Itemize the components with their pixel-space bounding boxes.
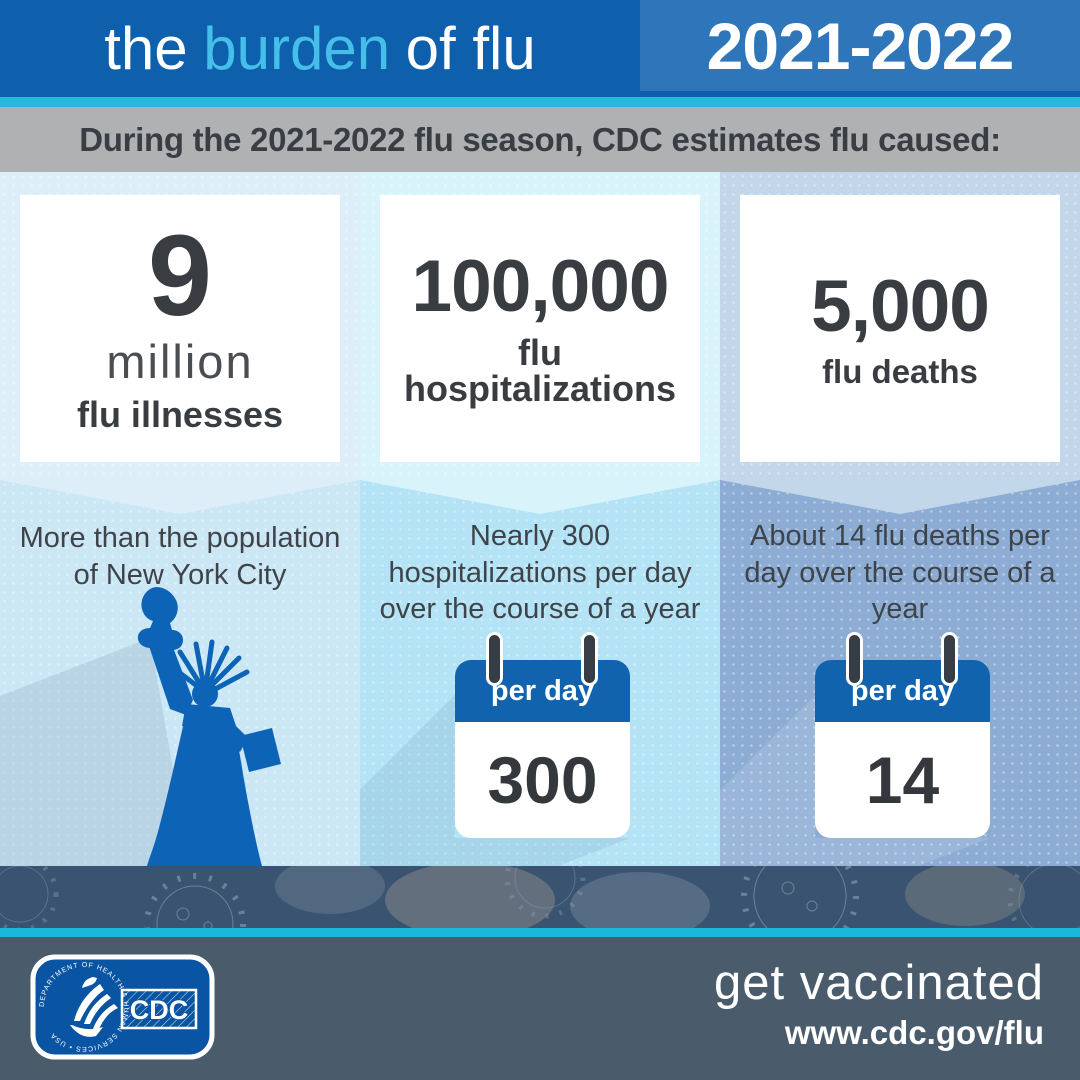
chevron-decoration (0, 480, 360, 514)
page-title: the burden of flu (0, 0, 640, 97)
comparison-note: More than the population of New York Cit… (19, 522, 341, 591)
season-badge: 2021-2022 (640, 0, 1080, 91)
header-bar: the burden of flu 2021-2022 (0, 0, 1080, 97)
stat-columns: 9 million flu illnesses More than the po… (0, 172, 1080, 866)
calendar-ring-icon (941, 632, 958, 686)
footer-cta-block: get vaccinated www.cdc.gov/flu (714, 956, 1044, 1051)
chevron-decoration (720, 480, 1080, 514)
title-word-burden: burden (203, 15, 391, 82)
cdc-flu-url: www.cdc.gov/flu (784, 1013, 1044, 1051)
calendar-value: 300 (487, 743, 598, 817)
stat-card-deaths: 5,000 flu deaths (740, 195, 1060, 462)
cyan-divider-bottom (0, 928, 1080, 937)
comparison-note: Nearly 300 hospitalizations per day over… (379, 520, 701, 626)
stat-column-illnesses: 9 million flu illnesses More than the po… (0, 172, 360, 866)
footer-bar: DEPARTMENT OF HEALTH & HUMAN SERVICES • … (0, 937, 1080, 1080)
calendar-icon: per day 300 (455, 632, 630, 838)
stat-card-illnesses: 9 million flu illnesses (20, 195, 340, 462)
cdc-logo-box: CDC (120, 988, 198, 1030)
comparison-note: About 14 flu deaths per day over the cou… (744, 520, 1056, 626)
hhs-eagle-icon (70, 977, 118, 1037)
calendar-ring-icon (581, 632, 598, 686)
calendar-ring-icon (486, 632, 503, 686)
stat-number: 100,000 (411, 246, 670, 327)
stat-column-hospitalizations: 100,000 flu hospitalizations Nearly 300 … (360, 172, 720, 866)
stat-label: flu deaths (822, 352, 978, 390)
statue-of-liberty-icon (0, 587, 281, 866)
virus-pattern-band (0, 866, 1080, 928)
stat-number: 9 (148, 212, 212, 341)
stat-card-hospitalizations: 100,000 flu hospitalizations (380, 195, 700, 462)
stat-number: 5,000 (811, 265, 990, 347)
cyan-divider-top (0, 97, 1080, 107)
chevron-decoration (360, 480, 720, 514)
calendar-header: per day (815, 660, 990, 722)
calendar-value: 14 (865, 743, 940, 817)
cdc-hhs-logo: DEPARTMENT OF HEALTH & HUMAN SERVICES • … (30, 954, 215, 1060)
subtitle-bar: During the 2021-2022 flu season, CDC est… (0, 107, 1080, 172)
get-vaccinated-text: get vaccinated (714, 956, 1044, 1010)
calendar-icon: per day 14 (815, 632, 990, 838)
stat-unit: million (106, 334, 254, 388)
stat-label: flu hospitalizations (403, 332, 677, 409)
svg-text:CDC: CDC (130, 995, 189, 1025)
title-word-the: the (104, 15, 188, 82)
calendar-ring-icon (846, 632, 863, 686)
stat-label: flu illnesses (76, 393, 284, 435)
subtitle-text: During the 2021-2022 flu season, CDC est… (79, 120, 1001, 158)
stat-column-deaths: 5,000 flu deaths About 14 flu deaths per… (720, 172, 1080, 866)
title-word-of-flu: of flu (405, 15, 536, 82)
calendar-header: per day (455, 660, 630, 722)
